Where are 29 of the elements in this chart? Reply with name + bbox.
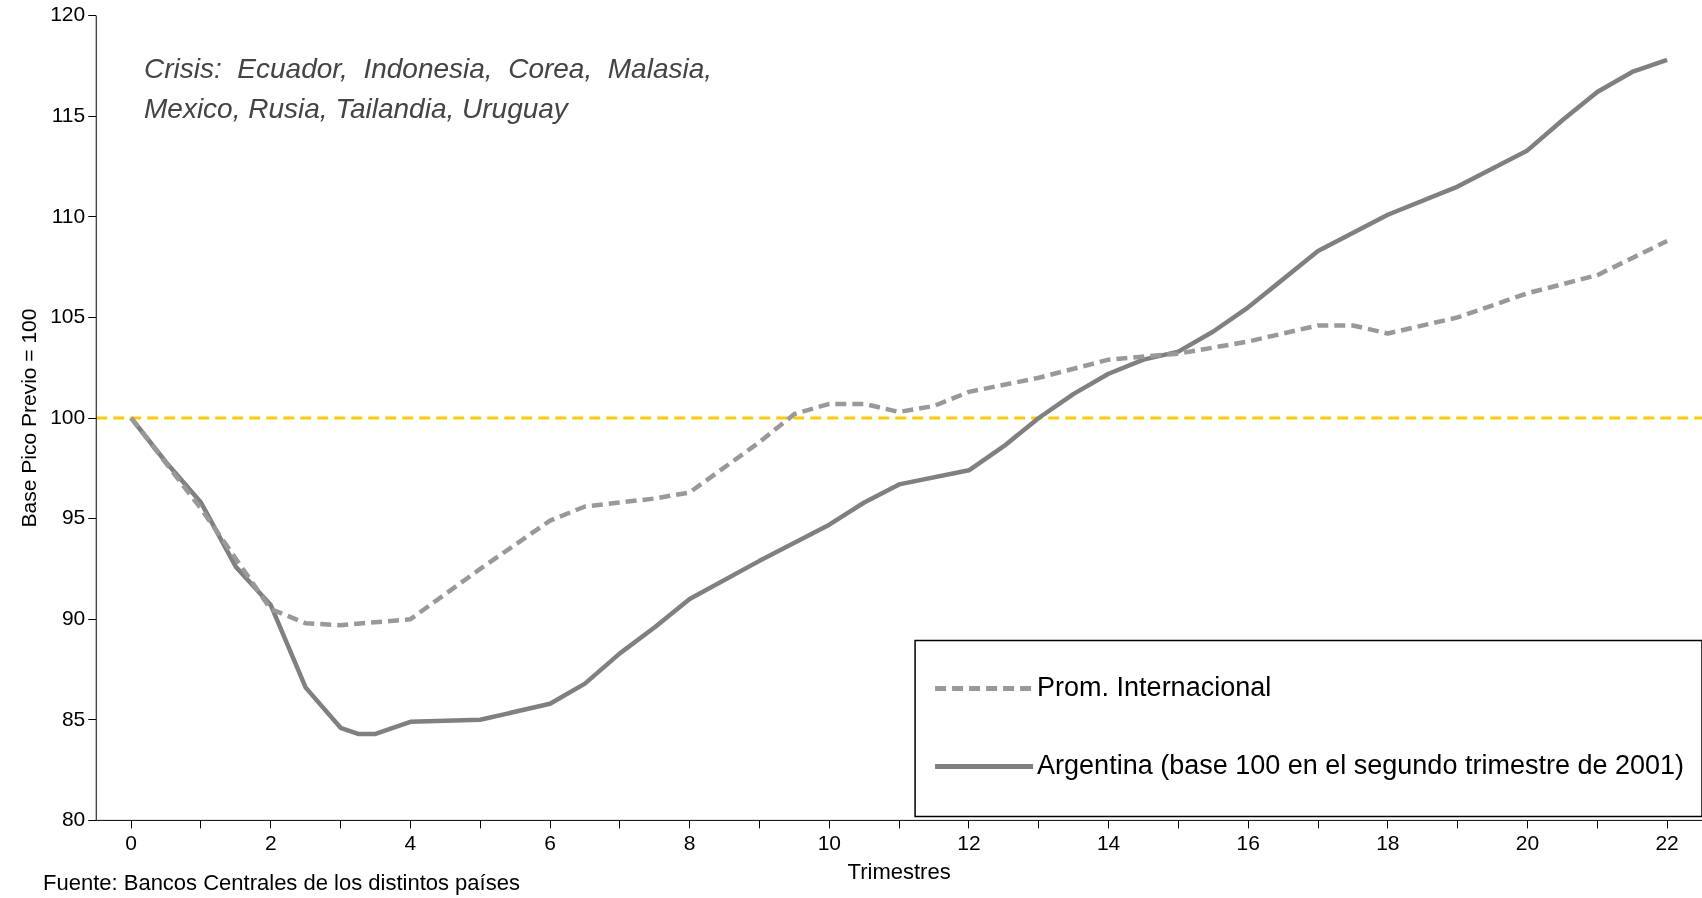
y-tick-label: 120 <box>50 2 86 26</box>
x-axis-title: Trimestres <box>847 858 951 884</box>
y-tick-label: 95 <box>61 505 86 529</box>
x-tick-label: 2 <box>264 830 277 854</box>
x-tick-label: 18 <box>1376 830 1400 854</box>
legend-label: Prom. Internacional <box>1037 671 1272 702</box>
line-series <box>128 238 1670 628</box>
legend-label: Argentina (base 100 en el segundo trimestre de 2001) <box>1037 749 1684 780</box>
x-tick-label: 8 <box>683 830 696 854</box>
y-tick-label: 105 <box>50 304 86 328</box>
annotation: Crisis: Ecuador, Indonesia, Corea, Malasia, <box>144 53 713 84</box>
y-tick-label: 80 <box>61 807 86 831</box>
annotation: Mexico, Rusia, Tailandia, Uruguay <box>144 93 570 124</box>
x-tick-label: 10 <box>817 830 841 854</box>
x-tick-label: 0 <box>125 830 137 854</box>
x-tick-label: 6 <box>544 830 556 854</box>
x-tick-label: 12 <box>957 830 981 854</box>
x-tick-label: 14 <box>1096 830 1121 854</box>
x-tick-label: 22 <box>1655 830 1679 854</box>
x-tick-label: 4 <box>404 830 417 854</box>
x-tick-label: 20 <box>1515 830 1540 854</box>
source-note: Fuente: Bancos Centrales de los distintos países <box>43 870 520 895</box>
x-tick-label: 16 <box>1236 830 1260 854</box>
y-tick-label: 110 <box>51 203 86 227</box>
y-tick-label: 115 <box>51 103 86 126</box>
y-axis-title: Base Pico Previo = 100 <box>17 308 41 528</box>
y-tick-label: 85 <box>61 706 86 730</box>
y-tick-label: 100 <box>50 404 86 428</box>
y-tick-label: 90 <box>61 606 86 629</box>
